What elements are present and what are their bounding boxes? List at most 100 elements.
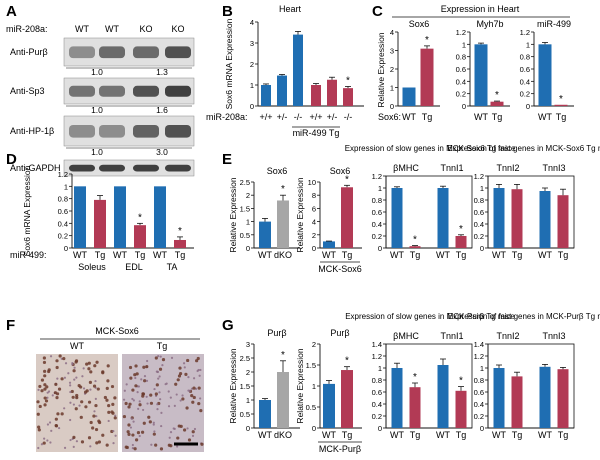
y-tick-label: 8 [312,191,316,200]
micrograph-cell [143,375,147,378]
micrograph-cell [191,400,195,404]
bar [114,186,126,248]
micrograph-cell [148,420,152,424]
micrograph-cell [107,410,111,414]
chart-g3: 0 0.2 0.4 0.6 0.8 1 1.2 1.4 βMHC TnnI1 WT * Tg WT * Tg [372,331,473,440]
micrograph-cell [124,445,128,449]
micrograph-cell [147,415,151,419]
group-label: TnnI3 [542,331,565,341]
micrograph-cell [57,426,61,430]
y-axis-label: Relative Expression [376,32,386,107]
micrograph-cell [195,359,199,363]
y-tick-label: 0 [250,102,254,111]
micrograph-cell [172,427,175,430]
y-tick-label: 0.4 [520,77,530,86]
y-tick-label: 0.2 [474,232,484,241]
micrograph-cell [80,400,84,404]
micrograph-cell [140,378,143,381]
chart-g-slow-header: Expression of slow genes in MCK-Purβ Tg … [345,312,515,321]
y-tick-label: 0.4 [58,219,68,228]
bar [455,236,467,248]
micrograph-cell [183,366,186,369]
y-tick-label: 1 [462,40,466,49]
micrograph-cell [37,388,40,391]
micrograph-cell [70,389,74,394]
micrograph-cell [128,365,133,370]
micrograph-cell [191,434,195,437]
chart-b-title: Heart [279,4,302,14]
x-tick-label: -/- [294,112,303,122]
micrograph-cell [75,396,79,400]
bar [259,400,271,428]
lane-label: WT [75,24,89,34]
y-tick-label: 0.4 [372,400,382,409]
micrograph-cell [197,386,201,390]
micrograph-cell [97,419,101,423]
micrograph-cell [111,402,115,406]
micrograph-cell [101,433,105,437]
y-tick-label: 1.5 [240,204,250,213]
micrograph-cell [101,371,105,375]
micrograph-cell [175,393,178,396]
micrograph-cell [47,390,51,393]
micrograph-cell [190,394,194,398]
micrograph-cell [42,360,47,365]
micrograph-cell [63,446,67,449]
micrograph-cell [88,380,93,384]
micrograph-cell [43,396,47,400]
micrograph-cell [78,404,81,407]
micrograph-cell [173,404,176,407]
y-tick-label: 2 [312,231,316,240]
blot-label: Anti-Purβ [10,47,48,57]
bar [277,200,289,248]
micrograph-cell [176,436,180,440]
micrograph-cell [134,376,137,380]
chart-b: 0 1 2 3 4 Sox6 mRNA Expression +/+ +/- -/- +/+ +/-… [224,18,364,122]
bar [437,365,449,428]
micrograph-cell [136,391,139,394]
panel-label-d: D [6,151,17,168]
blot-band [133,125,159,138]
micrograph-cell [95,441,99,445]
blot-label: Anti-HP-1β [10,126,54,136]
micrograph-cell [186,427,189,430]
micrograph-cell [134,384,138,388]
micrograph-cell [159,398,162,401]
micrograph-cell [177,374,182,378]
bar [391,368,403,428]
micrograph-cell [74,407,78,411]
micrograph-cell [40,378,45,382]
blot-header-label: miR-208a: [6,24,48,34]
y-tick-label: 0 [312,424,316,433]
micrograph-cell [72,403,75,406]
y-tick-label: 0.8 [474,376,484,385]
micrograph-cell [55,359,59,363]
micrograph-cell [40,443,44,446]
micrograph-cell [152,421,155,424]
micrograph-cell [187,389,190,392]
y-tick-label: 0 [64,244,68,253]
y-tick-label: 0 [390,102,394,111]
micrograph-cell [152,432,156,436]
y-tick-label: 0.6 [474,388,484,397]
micrograph-cell [199,397,202,400]
blot-band [69,125,95,138]
y-tick-label: 1.5 [306,361,316,370]
significance-star: * [345,356,349,367]
micrograph-cell [187,438,192,442]
y-tick-label: 0.6 [456,65,466,74]
y-tick-label: 1 [312,382,316,391]
y-tick-label: 1 [64,182,68,191]
bar [557,369,569,428]
chart-title: miR-499 [537,19,571,29]
micrograph-cell [176,378,180,382]
chart-c-row-label: Sox6: [378,112,401,122]
x-tick-label: WT [436,430,450,440]
x-tick-label: Tg [422,112,433,122]
micrograph-cell [130,417,133,420]
muscle-label-edl: EDL [125,262,143,272]
micrograph-cell [183,428,187,432]
micrograph-cell [93,410,96,413]
micrograph-cell [191,430,195,434]
